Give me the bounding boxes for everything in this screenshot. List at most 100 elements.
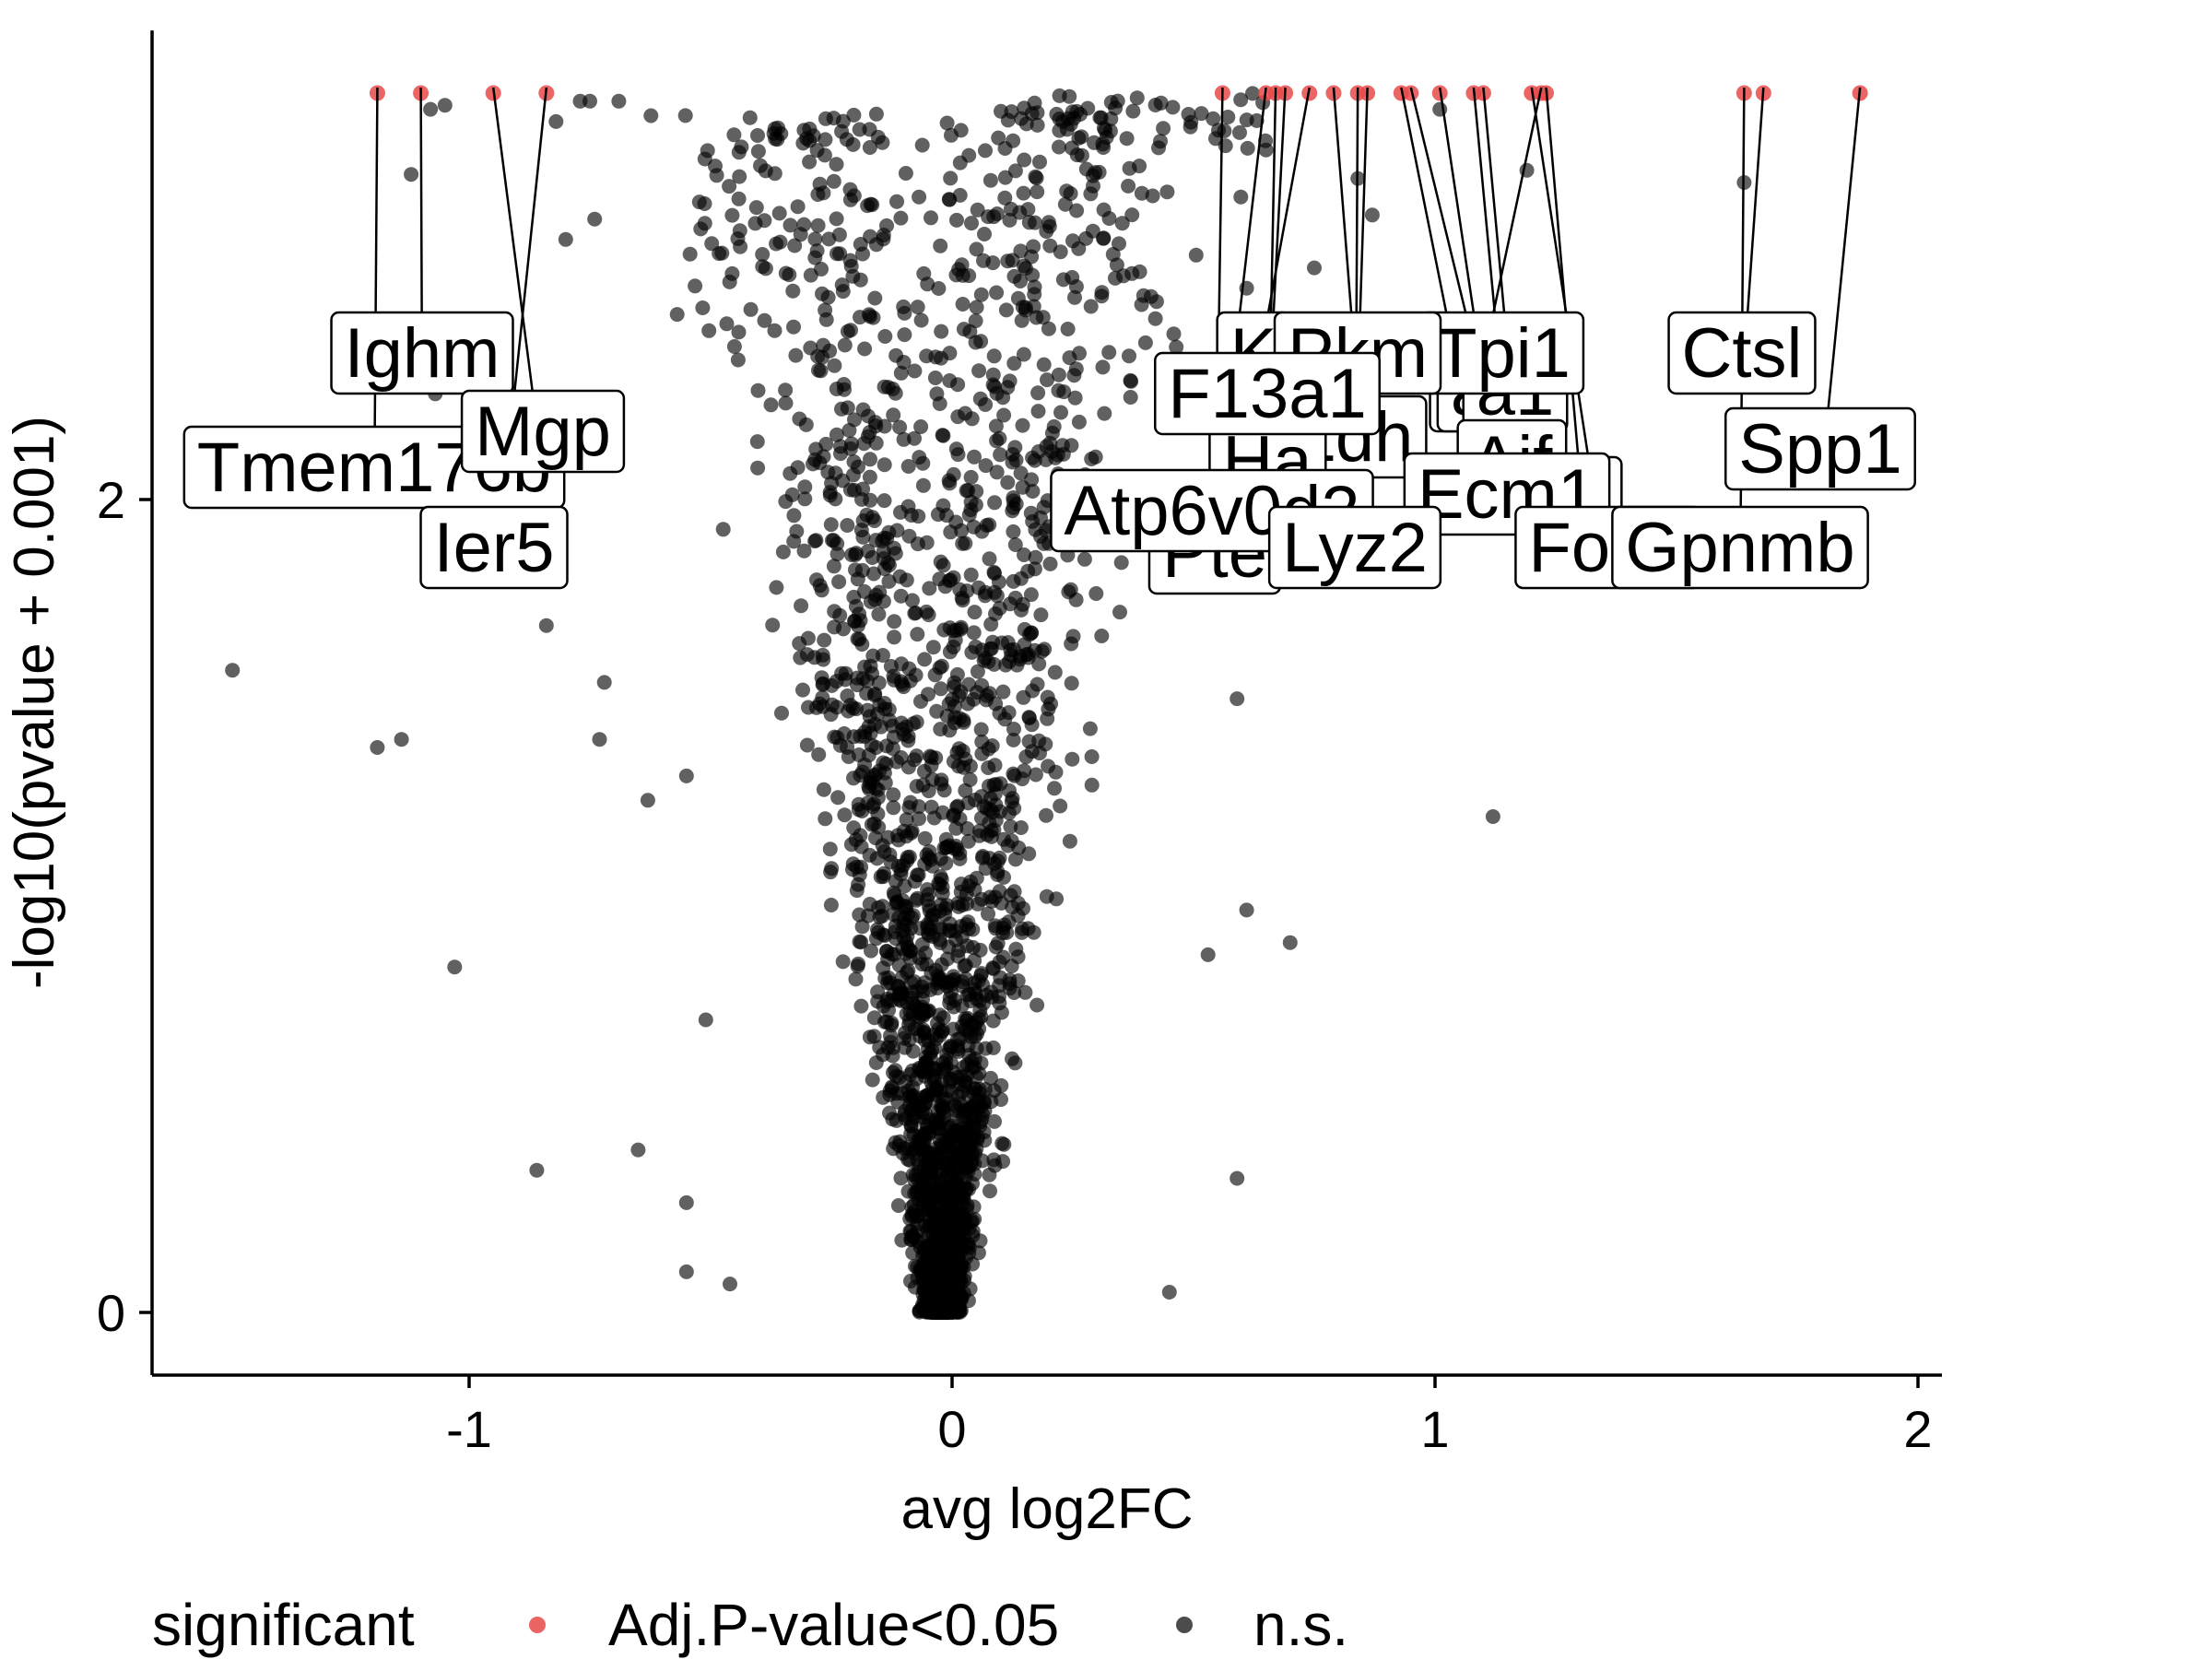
ns-point [1002, 373, 1018, 389]
gene-label-spp1: Spp1 [1724, 406, 1916, 491]
ns-point [1042, 238, 1058, 253]
ns-point [944, 127, 959, 143]
ns-point [987, 918, 1003, 934]
ns-point [1003, 818, 1018, 834]
ns-point [919, 604, 935, 619]
ns-point [855, 246, 870, 262]
ns-point [942, 916, 958, 932]
ns-point [1011, 840, 1027, 855]
legend-label-ns: n.s. [1253, 1592, 1348, 1658]
ns-point [893, 1171, 909, 1186]
ns-point [886, 407, 901, 423]
ns-point [885, 1112, 900, 1127]
ns-point [1062, 833, 1077, 849]
ns-point [881, 701, 897, 717]
ns-point [974, 966, 989, 982]
ns-point [704, 236, 720, 252]
ns-point [790, 460, 806, 476]
ns-point [1052, 123, 1067, 138]
ns-point [956, 714, 971, 730]
ns-point [887, 614, 902, 629]
ns-point [1101, 345, 1117, 360]
ns-point [678, 1264, 694, 1279]
ns-point [862, 782, 877, 796]
ns-point [370, 740, 385, 755]
ns-point [815, 677, 830, 692]
ns-point [1166, 326, 1182, 342]
gene-label-text: F13a1 [1168, 355, 1367, 433]
ns-point [899, 812, 914, 828]
ns-point [919, 1088, 935, 1103]
ns-point [394, 732, 409, 747]
ns-point [992, 430, 1007, 446]
ns-point [768, 131, 783, 147]
ns-point [1036, 535, 1052, 551]
gene-label-lyz2: Lyz2 [1267, 505, 1442, 590]
ns-point [1065, 104, 1080, 120]
ns-point [698, 1012, 713, 1028]
ns-point [1057, 196, 1073, 212]
ns-point [814, 262, 829, 276]
ns-point [730, 352, 746, 368]
ns-point [893, 210, 909, 226]
ns-point [1038, 452, 1053, 467]
ns-point [901, 1088, 917, 1104]
ns-point [697, 151, 712, 167]
ns-point [1282, 935, 1298, 950]
ns-point [846, 107, 862, 123]
ns-point [802, 154, 818, 170]
ns-point [1147, 311, 1163, 326]
ns-point [899, 935, 914, 950]
ns-point [1124, 373, 1139, 389]
ns-point [990, 853, 1006, 869]
ns-point [960, 1010, 975, 1026]
ns-point [877, 379, 892, 394]
ns-point [807, 231, 823, 247]
ns-point [958, 406, 973, 421]
ns-point [892, 569, 908, 584]
ns-point [886, 907, 901, 922]
ns-point [1233, 189, 1249, 205]
ns-point [862, 122, 877, 137]
ns-point [722, 179, 737, 194]
ns-point [1159, 184, 1175, 200]
ns-point [1101, 211, 1117, 226]
ns-point [907, 752, 923, 768]
ns-point [1041, 321, 1056, 336]
ns-point [1033, 607, 1049, 623]
ns-point [1240, 140, 1255, 156]
ns-point [1016, 347, 1031, 362]
ns-point [1006, 722, 1021, 736]
ns-point [955, 297, 971, 312]
ns-point [1307, 260, 1322, 276]
ns-point [757, 312, 772, 328]
ns-point [910, 300, 925, 315]
ns-point [755, 247, 771, 262]
ns-point [909, 892, 924, 908]
ns-point [809, 243, 825, 259]
ns-point [1027, 561, 1042, 577]
ns-point [895, 923, 911, 938]
ns-point [1030, 105, 1045, 121]
ns-point [907, 363, 923, 379]
ns-point [867, 686, 883, 701]
ns-point [1030, 404, 1046, 419]
ns-point [697, 196, 712, 211]
ns-point [1065, 629, 1081, 644]
ns-point [970, 664, 985, 679]
ns-point [1112, 605, 1127, 620]
ns-point [1094, 285, 1110, 300]
ns-point [922, 1218, 937, 1233]
ns-point [724, 265, 740, 281]
ns-point [911, 1021, 925, 1037]
ns-point [1013, 465, 1029, 481]
ns-point [885, 1048, 900, 1064]
ns-point [950, 447, 966, 463]
ns-point [778, 382, 794, 398]
ns-point [1048, 764, 1064, 780]
ns-point [1156, 121, 1171, 136]
ns-point [924, 799, 939, 815]
ns-point [816, 782, 831, 797]
ns-point [1098, 123, 1113, 138]
y-tick-label: 2 [97, 471, 125, 529]
